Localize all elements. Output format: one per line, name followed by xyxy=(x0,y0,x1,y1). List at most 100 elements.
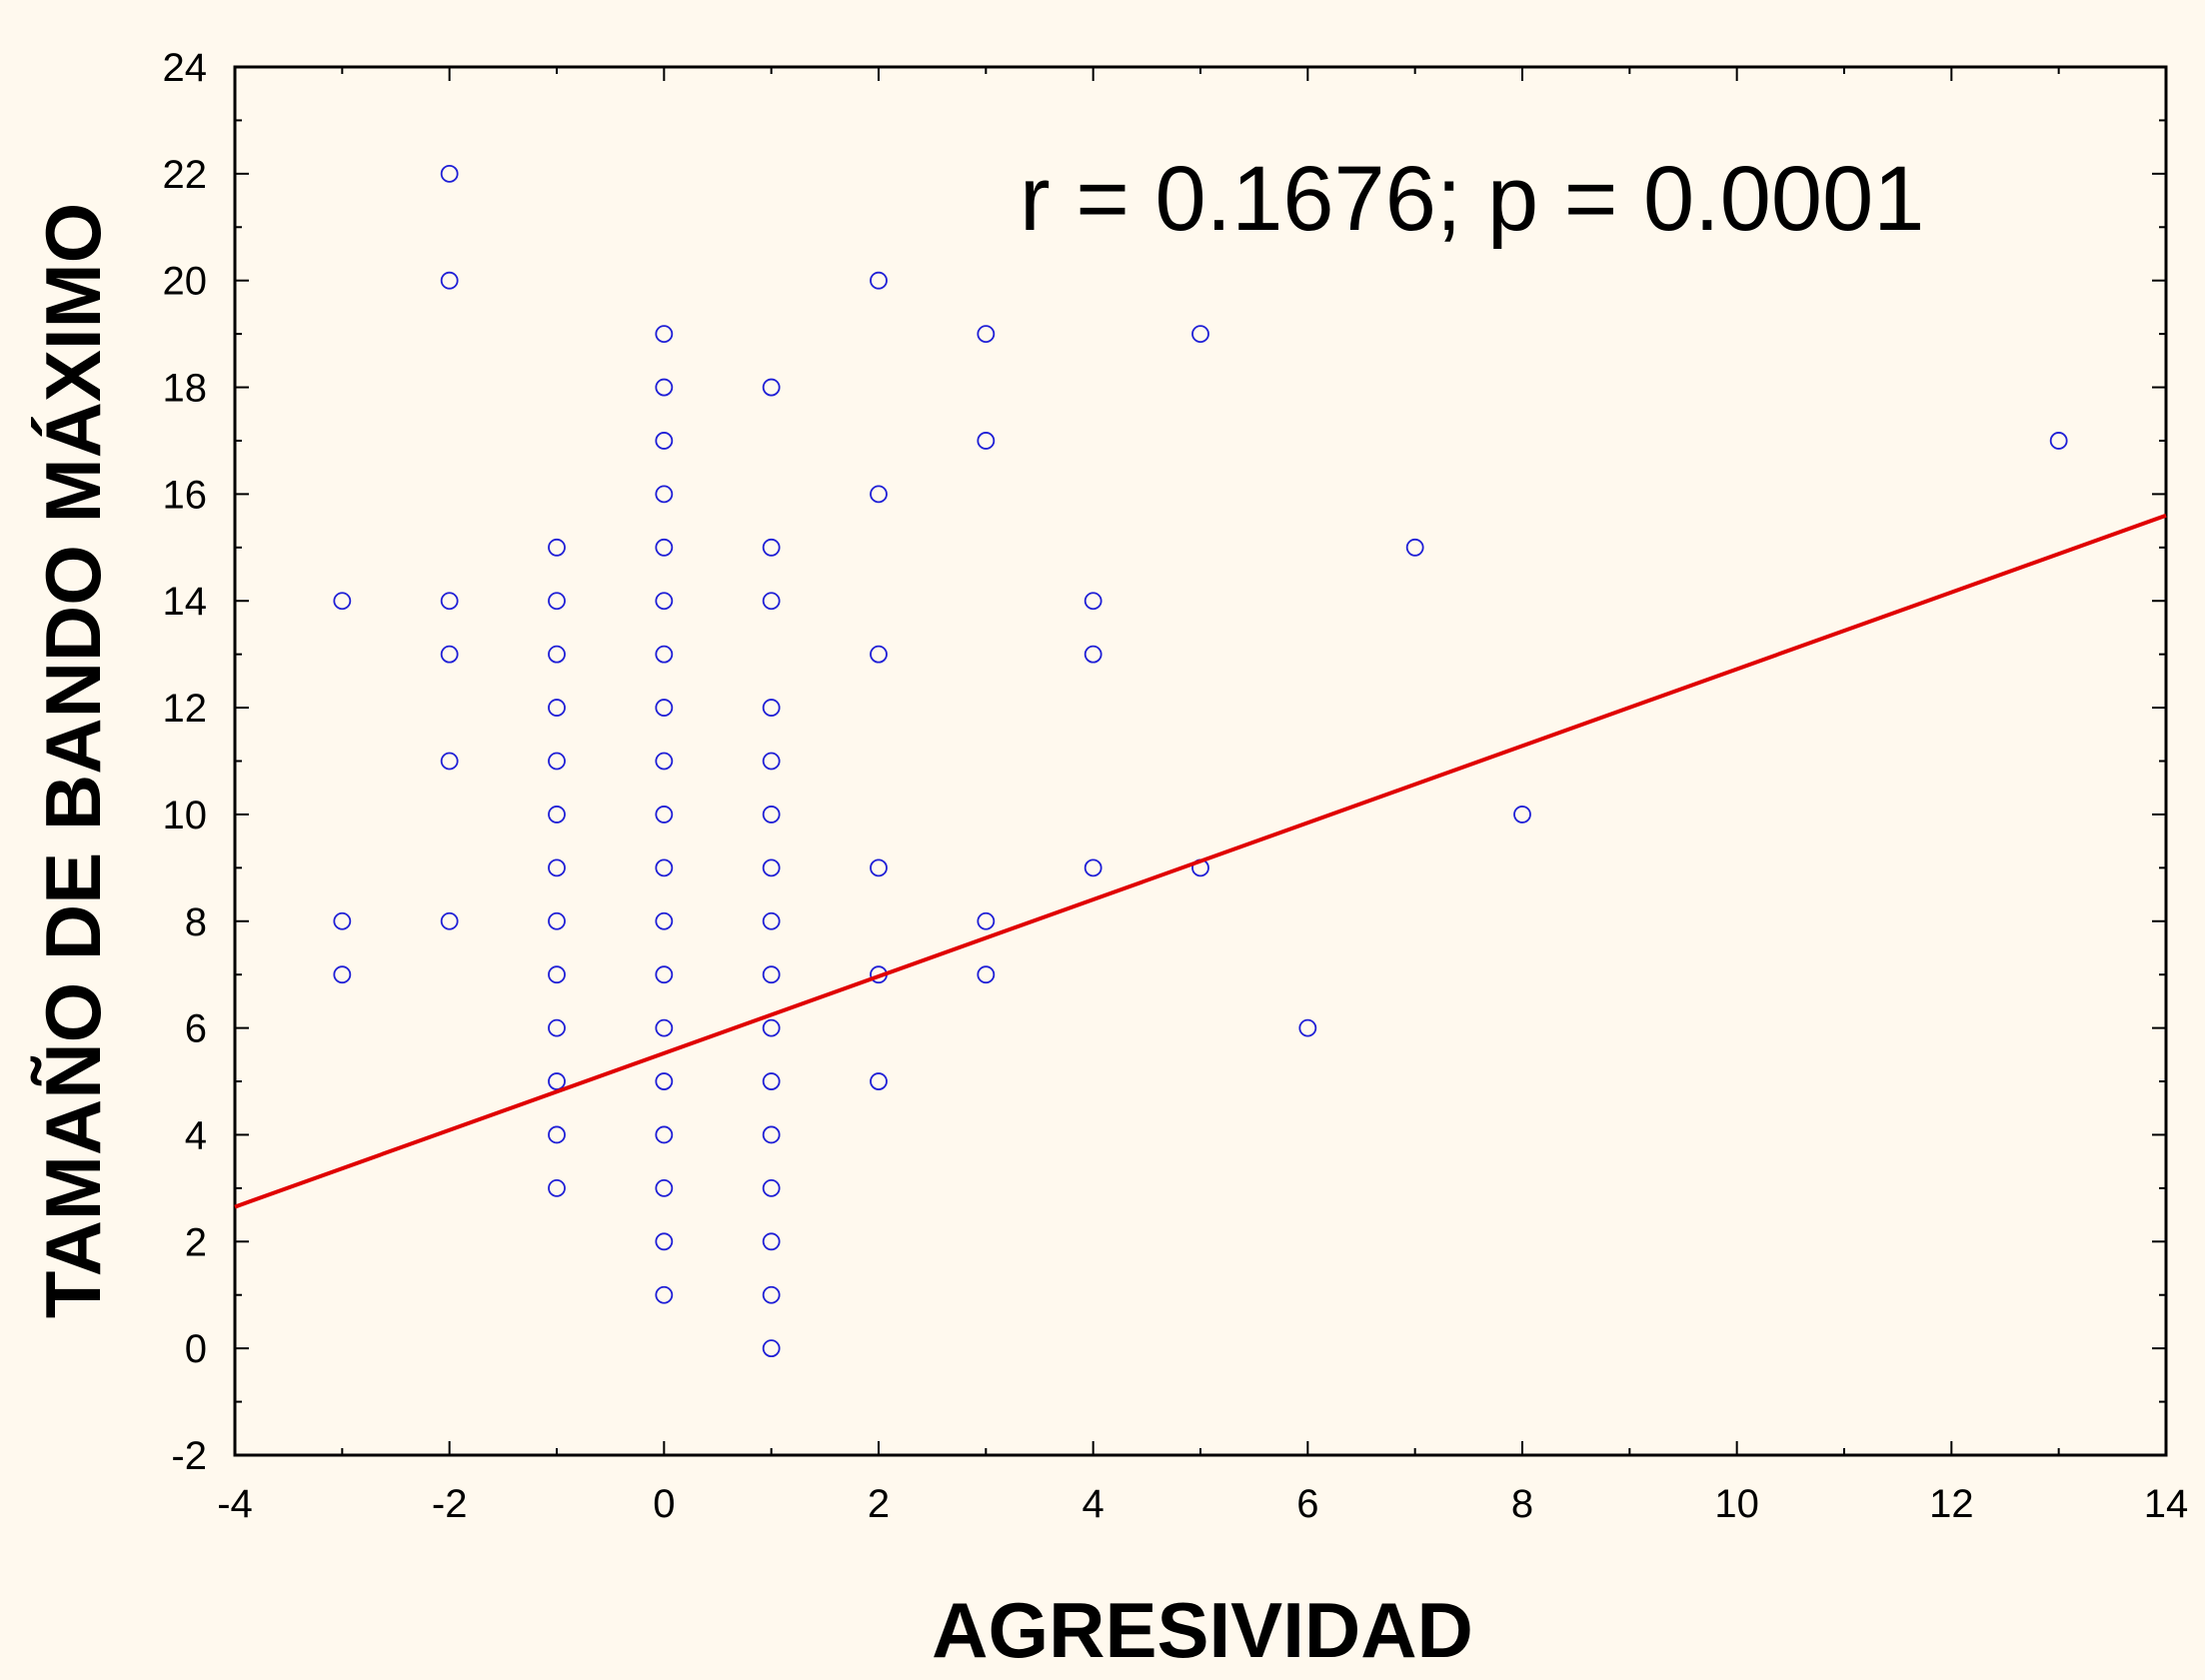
data-point xyxy=(440,911,459,930)
data-point xyxy=(655,325,674,344)
x-tick-label: 8 xyxy=(1511,1482,1533,1526)
data-point xyxy=(548,911,566,930)
y-tick-label: 22 xyxy=(163,153,208,197)
data-point xyxy=(762,1125,781,1144)
data-point xyxy=(655,1072,674,1090)
data-point xyxy=(655,1018,674,1037)
data-point xyxy=(762,538,781,557)
data-point xyxy=(762,911,781,930)
data-point xyxy=(762,699,781,717)
data-point xyxy=(548,1072,566,1090)
data-point xyxy=(762,806,781,824)
data-point xyxy=(655,1285,674,1304)
x-tick-label: 0 xyxy=(653,1482,675,1526)
data-point xyxy=(1298,1018,1317,1037)
x-tick-label: 6 xyxy=(1296,1482,1318,1526)
data-point xyxy=(655,645,674,664)
data-point xyxy=(440,752,459,771)
data-point xyxy=(762,592,781,611)
data-point xyxy=(333,592,352,611)
plot-area xyxy=(233,65,2168,1457)
data-point xyxy=(762,1339,781,1358)
data-point xyxy=(762,965,781,984)
data-point xyxy=(655,965,674,984)
data-point xyxy=(762,1072,781,1090)
data-point xyxy=(655,858,674,877)
data-point xyxy=(1084,645,1102,664)
data-point xyxy=(548,538,566,557)
y-tick-label: -2 xyxy=(171,1434,207,1478)
y-tick-label: 20 xyxy=(163,260,208,304)
x-tick-label: -2 xyxy=(432,1482,468,1526)
data-point xyxy=(548,1178,566,1197)
data-point xyxy=(762,1178,781,1197)
data-point xyxy=(655,699,674,717)
data-point xyxy=(977,432,996,450)
data-point xyxy=(440,592,459,611)
y-axis-title: TAMAÑO DE BANDO MÁXIMO xyxy=(29,203,117,1319)
data-point xyxy=(548,1018,566,1037)
y-tick-label: 18 xyxy=(163,367,208,411)
y-tick-label: 10 xyxy=(163,794,208,838)
data-point xyxy=(655,1125,674,1144)
data-point xyxy=(870,645,888,664)
data-point xyxy=(655,538,674,557)
correlation-annotation: r = 0.1676; p = 0.0001 xyxy=(1020,148,1924,250)
data-point xyxy=(762,858,781,877)
data-point xyxy=(440,164,459,183)
data-point xyxy=(870,485,888,504)
data-point xyxy=(762,1285,781,1304)
data-point xyxy=(655,378,674,397)
data-point xyxy=(655,911,674,930)
data-point xyxy=(1084,858,1102,877)
y-tick-label: 0 xyxy=(185,1327,207,1371)
data-point xyxy=(440,645,459,664)
data-point xyxy=(655,592,674,611)
data-point xyxy=(548,645,566,664)
data-point xyxy=(762,752,781,771)
data-point xyxy=(655,752,674,771)
data-point xyxy=(1405,538,1424,557)
data-point xyxy=(870,858,888,877)
data-point xyxy=(1513,806,1531,824)
data-point xyxy=(655,485,674,504)
data-point xyxy=(548,858,566,877)
data-point xyxy=(655,432,674,450)
data-point xyxy=(548,806,566,824)
x-tick-label: 14 xyxy=(2144,1482,2189,1526)
x-axis-title: AGRESIVIDAD xyxy=(932,1586,1473,1674)
x-axis-ticks: -4 -2 0 2 4 6 8 10 12 14 xyxy=(217,67,2188,1526)
data-point xyxy=(440,271,459,290)
data-point xyxy=(548,752,566,771)
y-tick-label: 14 xyxy=(163,580,208,624)
data-point xyxy=(870,271,888,290)
y-tick-label: 2 xyxy=(185,1220,207,1264)
x-tick-label: 4 xyxy=(1083,1482,1104,1526)
data-point xyxy=(977,325,996,344)
data-point xyxy=(762,1018,781,1037)
data-point xyxy=(655,1178,674,1197)
y-tick-label: 16 xyxy=(163,473,208,517)
y-tick-label: 8 xyxy=(185,900,207,944)
data-point xyxy=(762,378,781,397)
data-point xyxy=(1084,592,1102,611)
data-point xyxy=(870,1072,888,1090)
y-tick-label: 6 xyxy=(185,1007,207,1051)
scatter-points xyxy=(333,164,2068,1358)
y-tick-label: 4 xyxy=(185,1113,207,1157)
x-tick-label: 12 xyxy=(1929,1482,1974,1526)
y-tick-label: 12 xyxy=(163,687,208,731)
data-point xyxy=(977,911,996,930)
data-point xyxy=(655,806,674,824)
data-point xyxy=(977,965,996,984)
regression-line xyxy=(234,513,2167,1209)
data-point xyxy=(548,699,566,717)
data-point xyxy=(548,592,566,611)
x-tick-label: -4 xyxy=(217,1482,253,1526)
data-point xyxy=(655,1232,674,1251)
data-point xyxy=(762,1232,781,1251)
data-point xyxy=(2049,432,2068,450)
data-point xyxy=(548,1125,566,1144)
